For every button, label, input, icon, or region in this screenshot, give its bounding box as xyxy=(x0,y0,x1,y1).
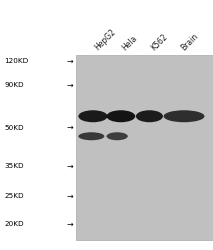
Ellipse shape xyxy=(106,132,128,140)
Text: Brain: Brain xyxy=(179,32,200,52)
Text: 35KD: 35KD xyxy=(4,163,24,169)
Text: →: → xyxy=(67,80,73,90)
Text: 25KD: 25KD xyxy=(4,193,24,199)
Ellipse shape xyxy=(136,110,163,122)
Text: →: → xyxy=(67,123,73,132)
Ellipse shape xyxy=(78,132,104,140)
Text: HepG2: HepG2 xyxy=(93,28,117,52)
Text: →: → xyxy=(67,162,73,171)
Text: 120KD: 120KD xyxy=(4,58,29,64)
Text: →: → xyxy=(67,192,73,201)
Ellipse shape xyxy=(78,110,108,122)
Text: →: → xyxy=(67,57,73,66)
Text: K562: K562 xyxy=(149,32,169,52)
Ellipse shape xyxy=(164,110,204,122)
Text: 20KD: 20KD xyxy=(4,221,24,227)
Text: 90KD: 90KD xyxy=(4,82,24,88)
Text: Hela: Hela xyxy=(120,34,139,52)
Bar xyxy=(76,55,213,240)
Ellipse shape xyxy=(106,110,135,122)
Text: →: → xyxy=(67,219,73,228)
Text: 50KD: 50KD xyxy=(4,124,24,130)
